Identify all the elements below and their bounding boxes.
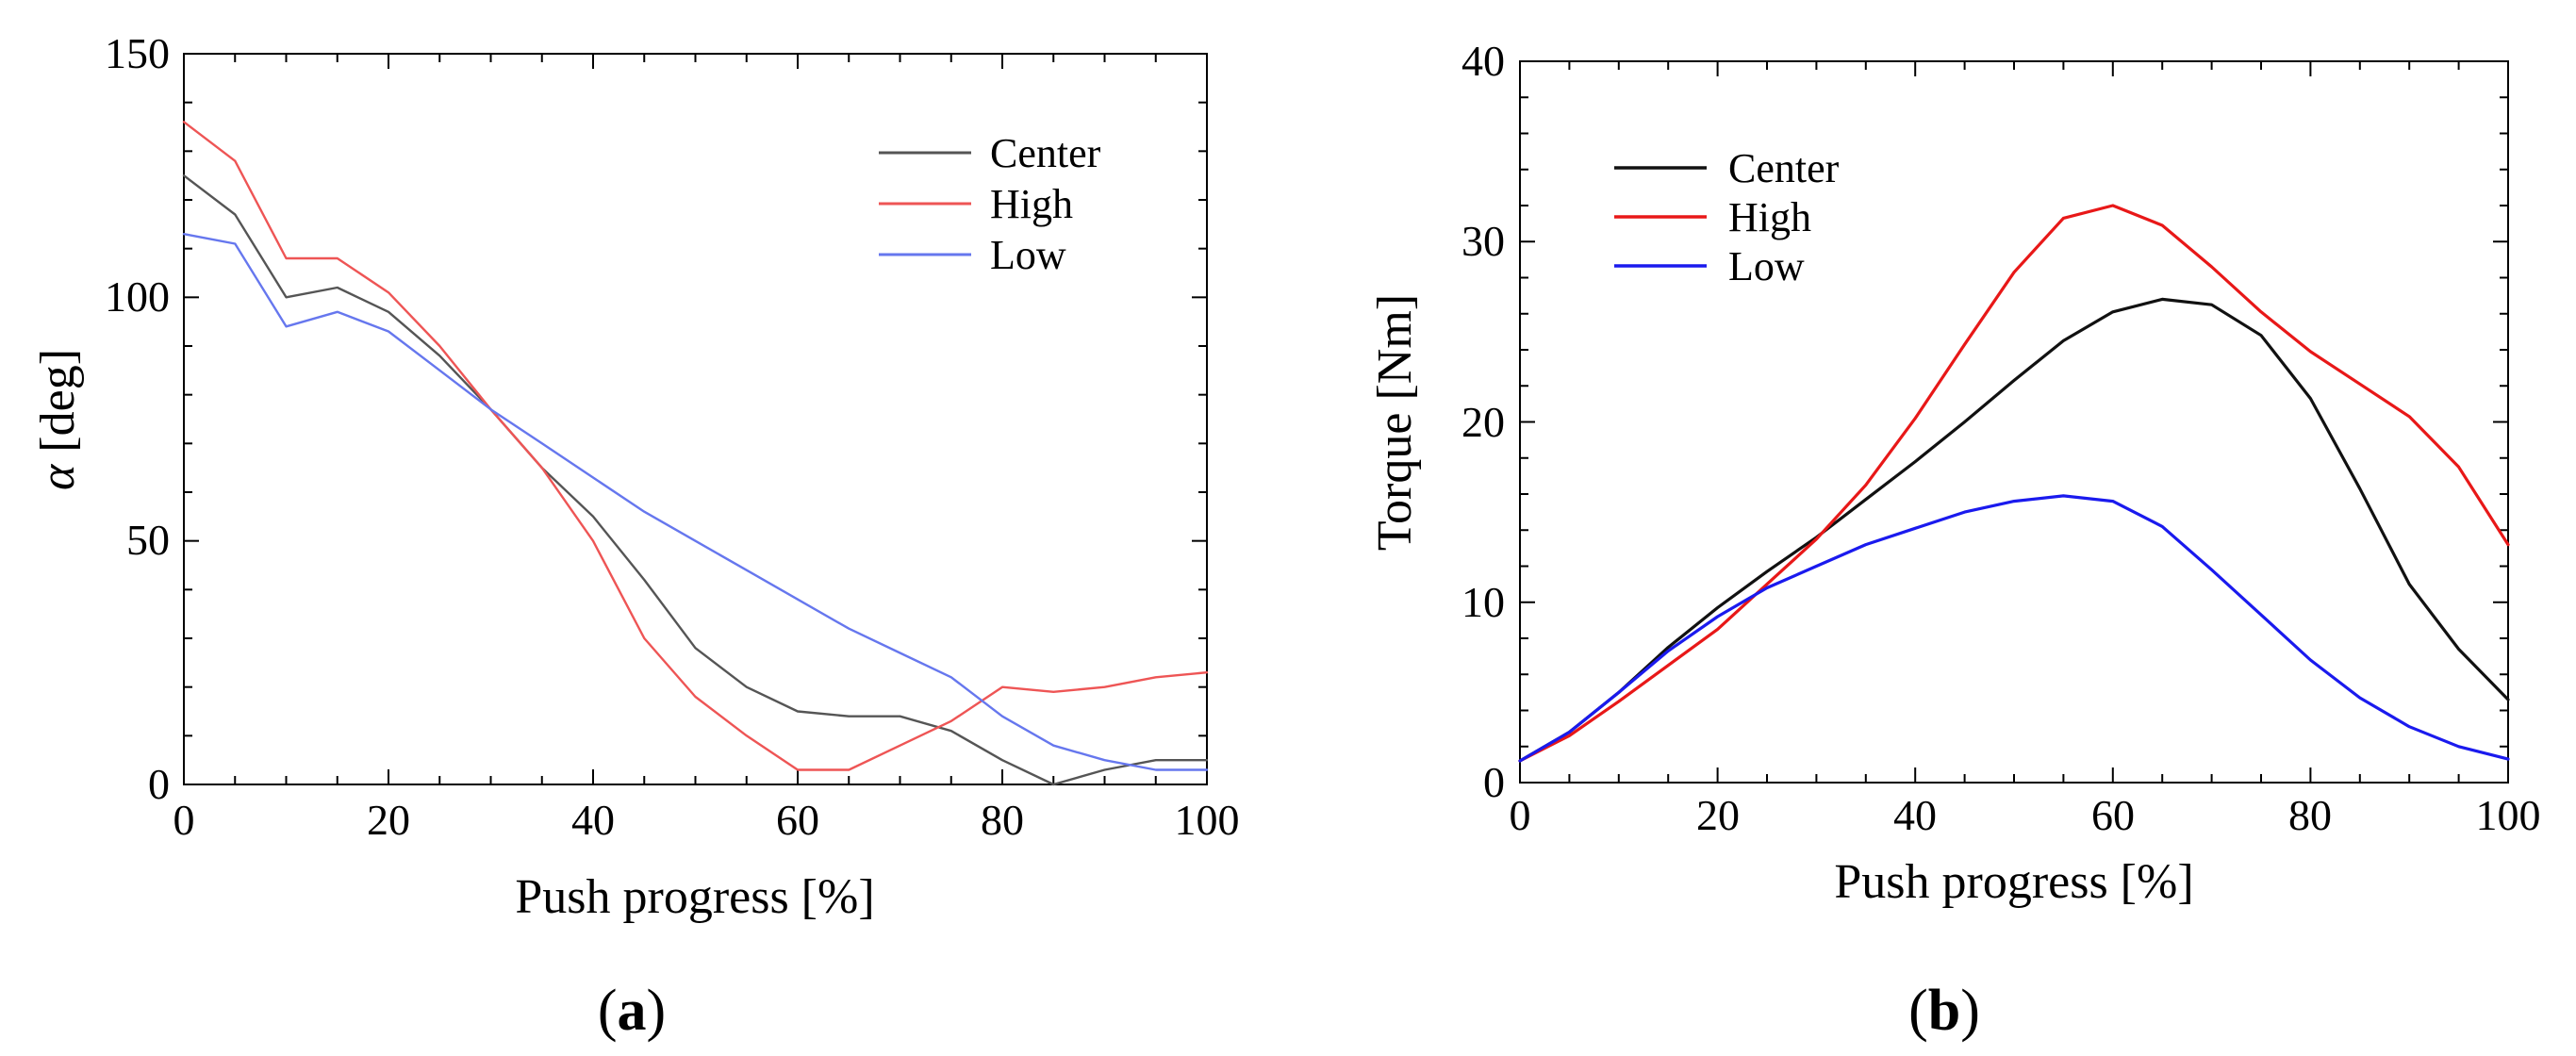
xtick-label-a-3: 60	[776, 796, 819, 844]
xtick-label-a-4: 80	[981, 796, 1024, 844]
legend-label-b-center: Center	[1728, 145, 1840, 191]
caption-b-close: )	[1960, 979, 1980, 1043]
xtick-label-b-0: 0	[1510, 791, 1531, 839]
legend-label-b-high: High	[1728, 194, 1811, 240]
legend-label-a-low: Low	[990, 232, 1066, 278]
panel-a: 0 50 100 150 0 20 40 60 80 100 Push prog…	[31, 29, 1240, 1043]
ytick-label-b-2: 20	[1461, 398, 1505, 446]
ytick-label-b-0: 0	[1483, 758, 1505, 806]
legend-label-a-center: Center	[990, 130, 1101, 176]
caption-a-close: )	[647, 979, 667, 1043]
ytick-label-b-4: 40	[1461, 37, 1505, 85]
caption-b-letter: b	[1928, 979, 1960, 1043]
series-lines-a	[182, 121, 1209, 786]
x-axis-label-b: Push progress [%]	[1834, 855, 2193, 909]
xtick-label-b-2: 40	[1893, 791, 1937, 839]
legend-label-a-high: High	[990, 181, 1073, 227]
caption-b: (b)	[1908, 979, 1980, 1043]
caption-a-letter: a	[618, 979, 647, 1043]
series-line-b-low	[1518, 494, 2510, 763]
series-line-b-center	[1518, 297, 2510, 763]
series-lines-b	[1518, 204, 2510, 763]
ytick-label-a-1: 50	[126, 516, 170, 564]
xtick-label-b-3: 60	[2091, 791, 2135, 839]
xtick-label-b-4: 80	[2288, 791, 2332, 839]
series-line-a-high	[182, 121, 1209, 771]
legend-b: Center High Low	[1614, 145, 1840, 289]
legend-label-b-low: Low	[1728, 243, 1805, 289]
ytick-label-a-3: 150	[105, 29, 170, 77]
series-line-a-center	[182, 173, 1209, 786]
xtick-label-a-2: 40	[571, 796, 615, 844]
ytick-label-b-3: 30	[1461, 217, 1505, 265]
y-axis-label-b: Torque [Nm]	[1368, 294, 1422, 551]
ytick-label-a-2: 100	[105, 272, 170, 321]
y-axis-label-a-symbol: α	[31, 463, 85, 490]
x-axis-label-a: Push progress [%]	[515, 870, 874, 924]
legend-a: Center High Low	[879, 130, 1101, 278]
xtick-label-b-5: 100	[2476, 791, 2541, 839]
y-axis-label-a-unit: [deg]	[31, 349, 85, 465]
caption-a-open: (	[598, 979, 618, 1043]
ticks-b	[1519, 60, 2509, 784]
ticks-a	[183, 53, 1208, 785]
caption-b-open: (	[1908, 979, 1928, 1043]
ytick-label-a-0: 0	[148, 760, 170, 808]
xtick-label-a-1: 20	[367, 796, 410, 844]
xtick-label-b-1: 20	[1696, 791, 1740, 839]
series-line-b-high	[1518, 204, 2510, 763]
ytick-label-b-1: 10	[1461, 578, 1505, 626]
xtick-label-a-0: 0	[173, 796, 195, 844]
y-axis-label-a: α [deg]	[31, 349, 85, 490]
series-line-a-low	[182, 232, 1209, 771]
xtick-label-a-5: 100	[1175, 796, 1240, 844]
caption-a: (a)	[598, 979, 666, 1043]
panel-b: 0 10 20 30 40 0 20 40 60 80 100 Push pro…	[1368, 37, 2541, 1043]
